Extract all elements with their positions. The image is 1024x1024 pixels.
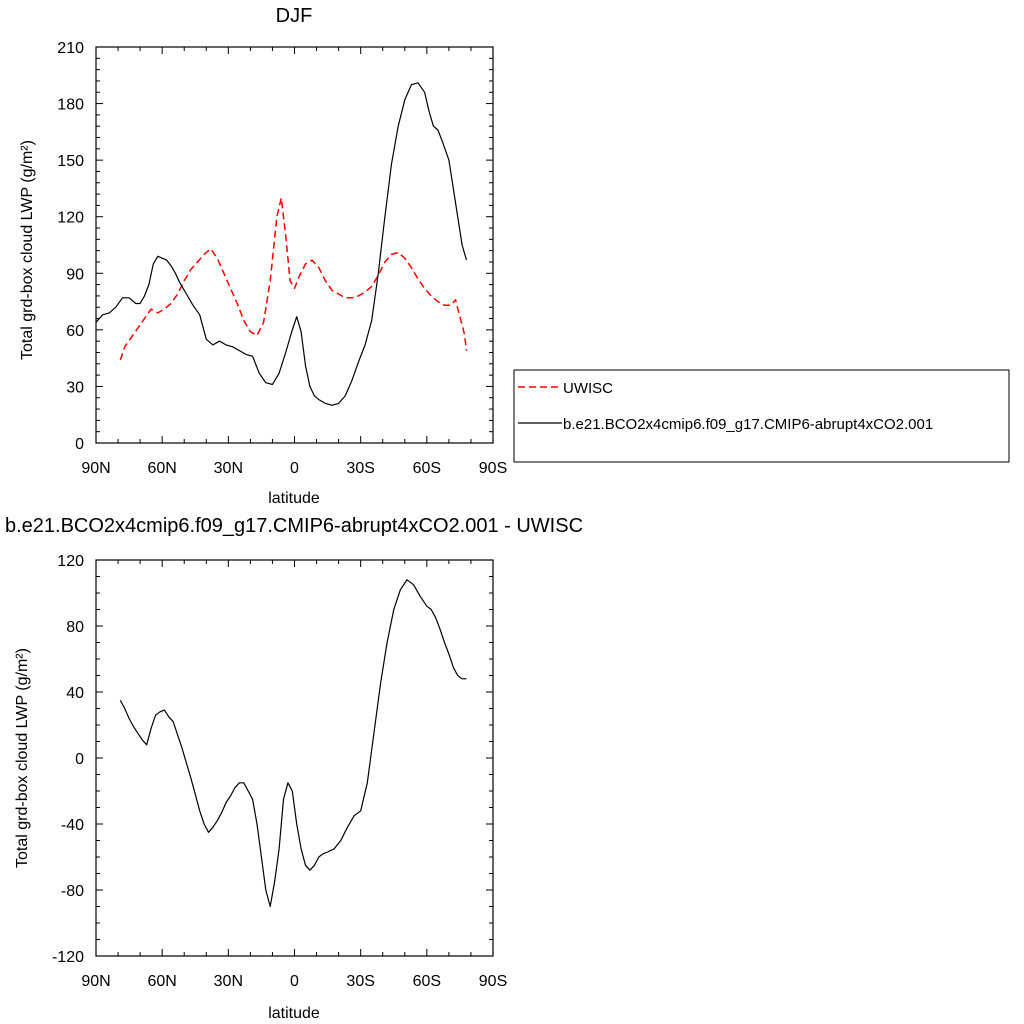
top-y-axis-label: Total grd-box cloud LWP (g/m²) [19, 140, 36, 360]
top-x-tick-label: 90S [479, 460, 507, 477]
top-x-tick-label: 30S [346, 460, 374, 477]
bottom-y-tick-label: -80 [61, 883, 84, 900]
top-chart-legend: UWISC b.e21.BCO2x4cmip6.f09_g17.CMIP6-ab… [513, 369, 1010, 463]
top-chart-panel: DJF 90N 60N 30N 0 30S 60S 90S 0 30 60 90 120 150 180… [19, 5, 507, 507]
top-y-tick-label: 210 [57, 40, 84, 57]
top-y-tick-label: 60 [66, 323, 84, 340]
top-y-tick-label: 180 [57, 97, 84, 114]
bottom-y-tick-label: -120 [52, 949, 84, 966]
bottom-y-axis-label: Total grd-box cloud LWP (g/m²) [14, 648, 31, 868]
top-series-line-uwisc [119, 197, 468, 361]
bottom-chart-title: b.e21.BCO2x4cmip6.f09_g17.CMIP6-abrupt4x… [5, 515, 583, 537]
top-y-tick-label: 0 [75, 436, 84, 453]
top-chart-title: DJF [276, 5, 313, 27]
bottom-x-tick-label: 0 [290, 973, 299, 990]
bottom-y-tick-label: 40 [66, 685, 84, 702]
bottom-y-tick-label: 80 [66, 619, 84, 636]
bottom-x-tick-label: 90N [81, 973, 110, 990]
bottom-chart-panel: b.e21.BCO2x4cmip6.f09_g17.CMIP6-abrupt4x… [5, 515, 583, 1022]
bottom-series-line-model [119, 579, 467, 908]
top-y-tick-label: 30 [66, 379, 84, 396]
top-x-tick-label: 90N [81, 460, 110, 477]
legend-uwisc-label: UWISC [563, 380, 613, 397]
bottom-y-tick-label: 120 [57, 553, 84, 570]
bottom-x-tick-label: 90S [479, 973, 507, 990]
top-x-tick-label: 0 [290, 460, 299, 477]
bottom-plot-frame [95, 559, 494, 957]
bottom-x-tick-label: 60S [413, 973, 441, 990]
bottom-y-tick-label: -40 [61, 817, 84, 834]
top-series-line-model [95, 82, 468, 406]
bottom-x-tick-label: 30N [214, 973, 243, 990]
top-x-tick-label: 60N [147, 460, 176, 477]
top-y-tick-label: 150 [57, 153, 84, 170]
legend-model-label: b.e21.BCO2x4cmip6.f09_g17.CMIP6-abrupt4x… [563, 416, 933, 433]
bottom-x-axis-label: latitude [268, 1005, 320, 1022]
bottom-x-tick-label: 60N [147, 973, 176, 990]
top-y-tick-label: 90 [66, 266, 84, 283]
top-x-axis-label: latitude [268, 490, 320, 507]
top-x-tick-label: 30N [214, 460, 243, 477]
bottom-x-tick-label: 30S [346, 973, 374, 990]
bottom-y-tick-label: 0 [75, 751, 84, 768]
top-x-tick-label: 60S [413, 460, 441, 477]
legend-box [513, 369, 1010, 463]
top-y-tick-label: 120 [57, 210, 84, 227]
top-plot-frame [95, 46, 494, 444]
